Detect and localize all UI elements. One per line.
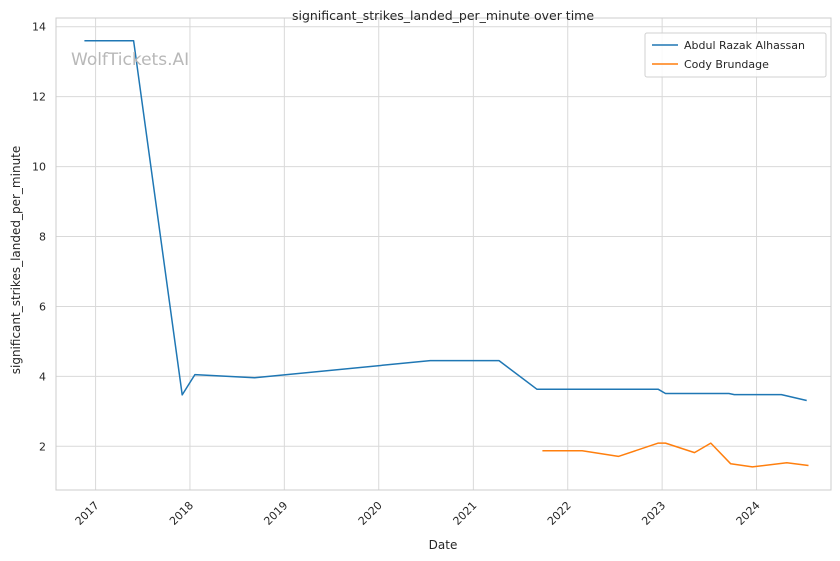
y-tick-label: 8 xyxy=(39,231,46,244)
series-layer xyxy=(84,39,809,468)
series-line-0 xyxy=(84,39,807,402)
series-line-1 xyxy=(542,442,809,468)
chart-title: significant_strikes_landed_per_minute ov… xyxy=(292,8,594,23)
legend-label-cody: Cody Brundage xyxy=(684,58,769,71)
y-tick-label: 4 xyxy=(39,370,46,383)
y-tick-label: 10 xyxy=(32,161,46,174)
legend-label-abdul: Abdul Razak Alhassan xyxy=(684,39,805,52)
y-tick-label: 14 xyxy=(32,21,46,34)
y-tick-label: 6 xyxy=(39,300,46,313)
y-axis-title: significant_strikes_landed_per_minute xyxy=(9,146,23,375)
y-tick-label: 2 xyxy=(39,440,46,453)
legend-box xyxy=(644,32,827,78)
x-axis-title: Date xyxy=(429,538,458,552)
y-tick-label: 12 xyxy=(32,91,46,104)
grid xyxy=(56,18,831,490)
plot-frame xyxy=(55,17,832,491)
legend: Abdul Razak Alhassan Cody Brundage xyxy=(644,32,827,78)
watermark: WolfTickets.AI xyxy=(71,50,189,70)
